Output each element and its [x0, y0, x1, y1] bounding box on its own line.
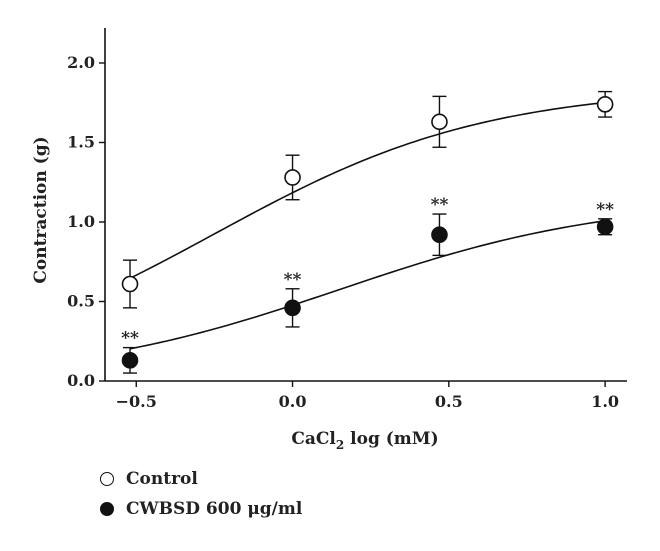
data-point: [284, 299, 301, 317]
legend-label-control: Control: [126, 469, 198, 489]
data-point: [596, 218, 614, 236]
data-point: [284, 169, 301, 186]
x-axis-title-suffix: log (mM): [344, 429, 438, 449]
axes: [104, 28, 627, 382]
open-circle-icon: [100, 472, 114, 486]
data-point: [596, 96, 614, 113]
x-tick-label: 0.0: [279, 392, 307, 411]
significance-mark: **: [431, 195, 449, 215]
x-axis-title-main: CaCl: [291, 429, 336, 449]
data-point: [431, 226, 448, 244]
data-point: [121, 275, 139, 293]
data-point: [431, 113, 448, 131]
y-tick-label: 1.0: [67, 212, 95, 231]
significance-mark: **: [596, 200, 614, 220]
x-tick-label: 0.5: [435, 392, 463, 411]
significance-marks: ** ** ** **: [121, 195, 614, 349]
x-axis-title: CaCl2 log (mM): [291, 429, 438, 452]
x-axis-title-subscript: 2: [336, 438, 344, 452]
fit-curves: [129, 101, 606, 350]
legend-item-cwbsd: CWBSD 600 μg/ml: [100, 494, 302, 524]
significance-mark: **: [284, 270, 302, 290]
legend: Control CWBSD 600 μg/ml: [100, 464, 302, 524]
x-tick-label: −0.5: [116, 392, 157, 411]
y-tick-label: 2.0: [67, 53, 95, 72]
y-tick-label: 0.0: [67, 371, 95, 390]
legend-label-cwbsd: CWBSD 600 μg/ml: [126, 499, 303, 519]
data-point: [121, 352, 139, 369]
fit-curve-1: [129, 219, 606, 350]
legend-item-control: Control: [100, 464, 302, 494]
fit-curve-0: [129, 101, 606, 279]
ticks: 0.0 0.5 1.0 1.5 2.0 −0.5 0.0 0.5 1.0: [67, 53, 619, 411]
significance-mark: **: [121, 329, 139, 349]
y-tick-label: 0.5: [67, 291, 95, 310]
filled-circle-icon: [100, 502, 114, 516]
data-points: [121, 96, 614, 369]
y-tick-label: 1.5: [67, 132, 95, 151]
x-tick-label: 1.0: [591, 392, 619, 411]
y-axis-title: Contraction (g): [31, 136, 51, 283]
